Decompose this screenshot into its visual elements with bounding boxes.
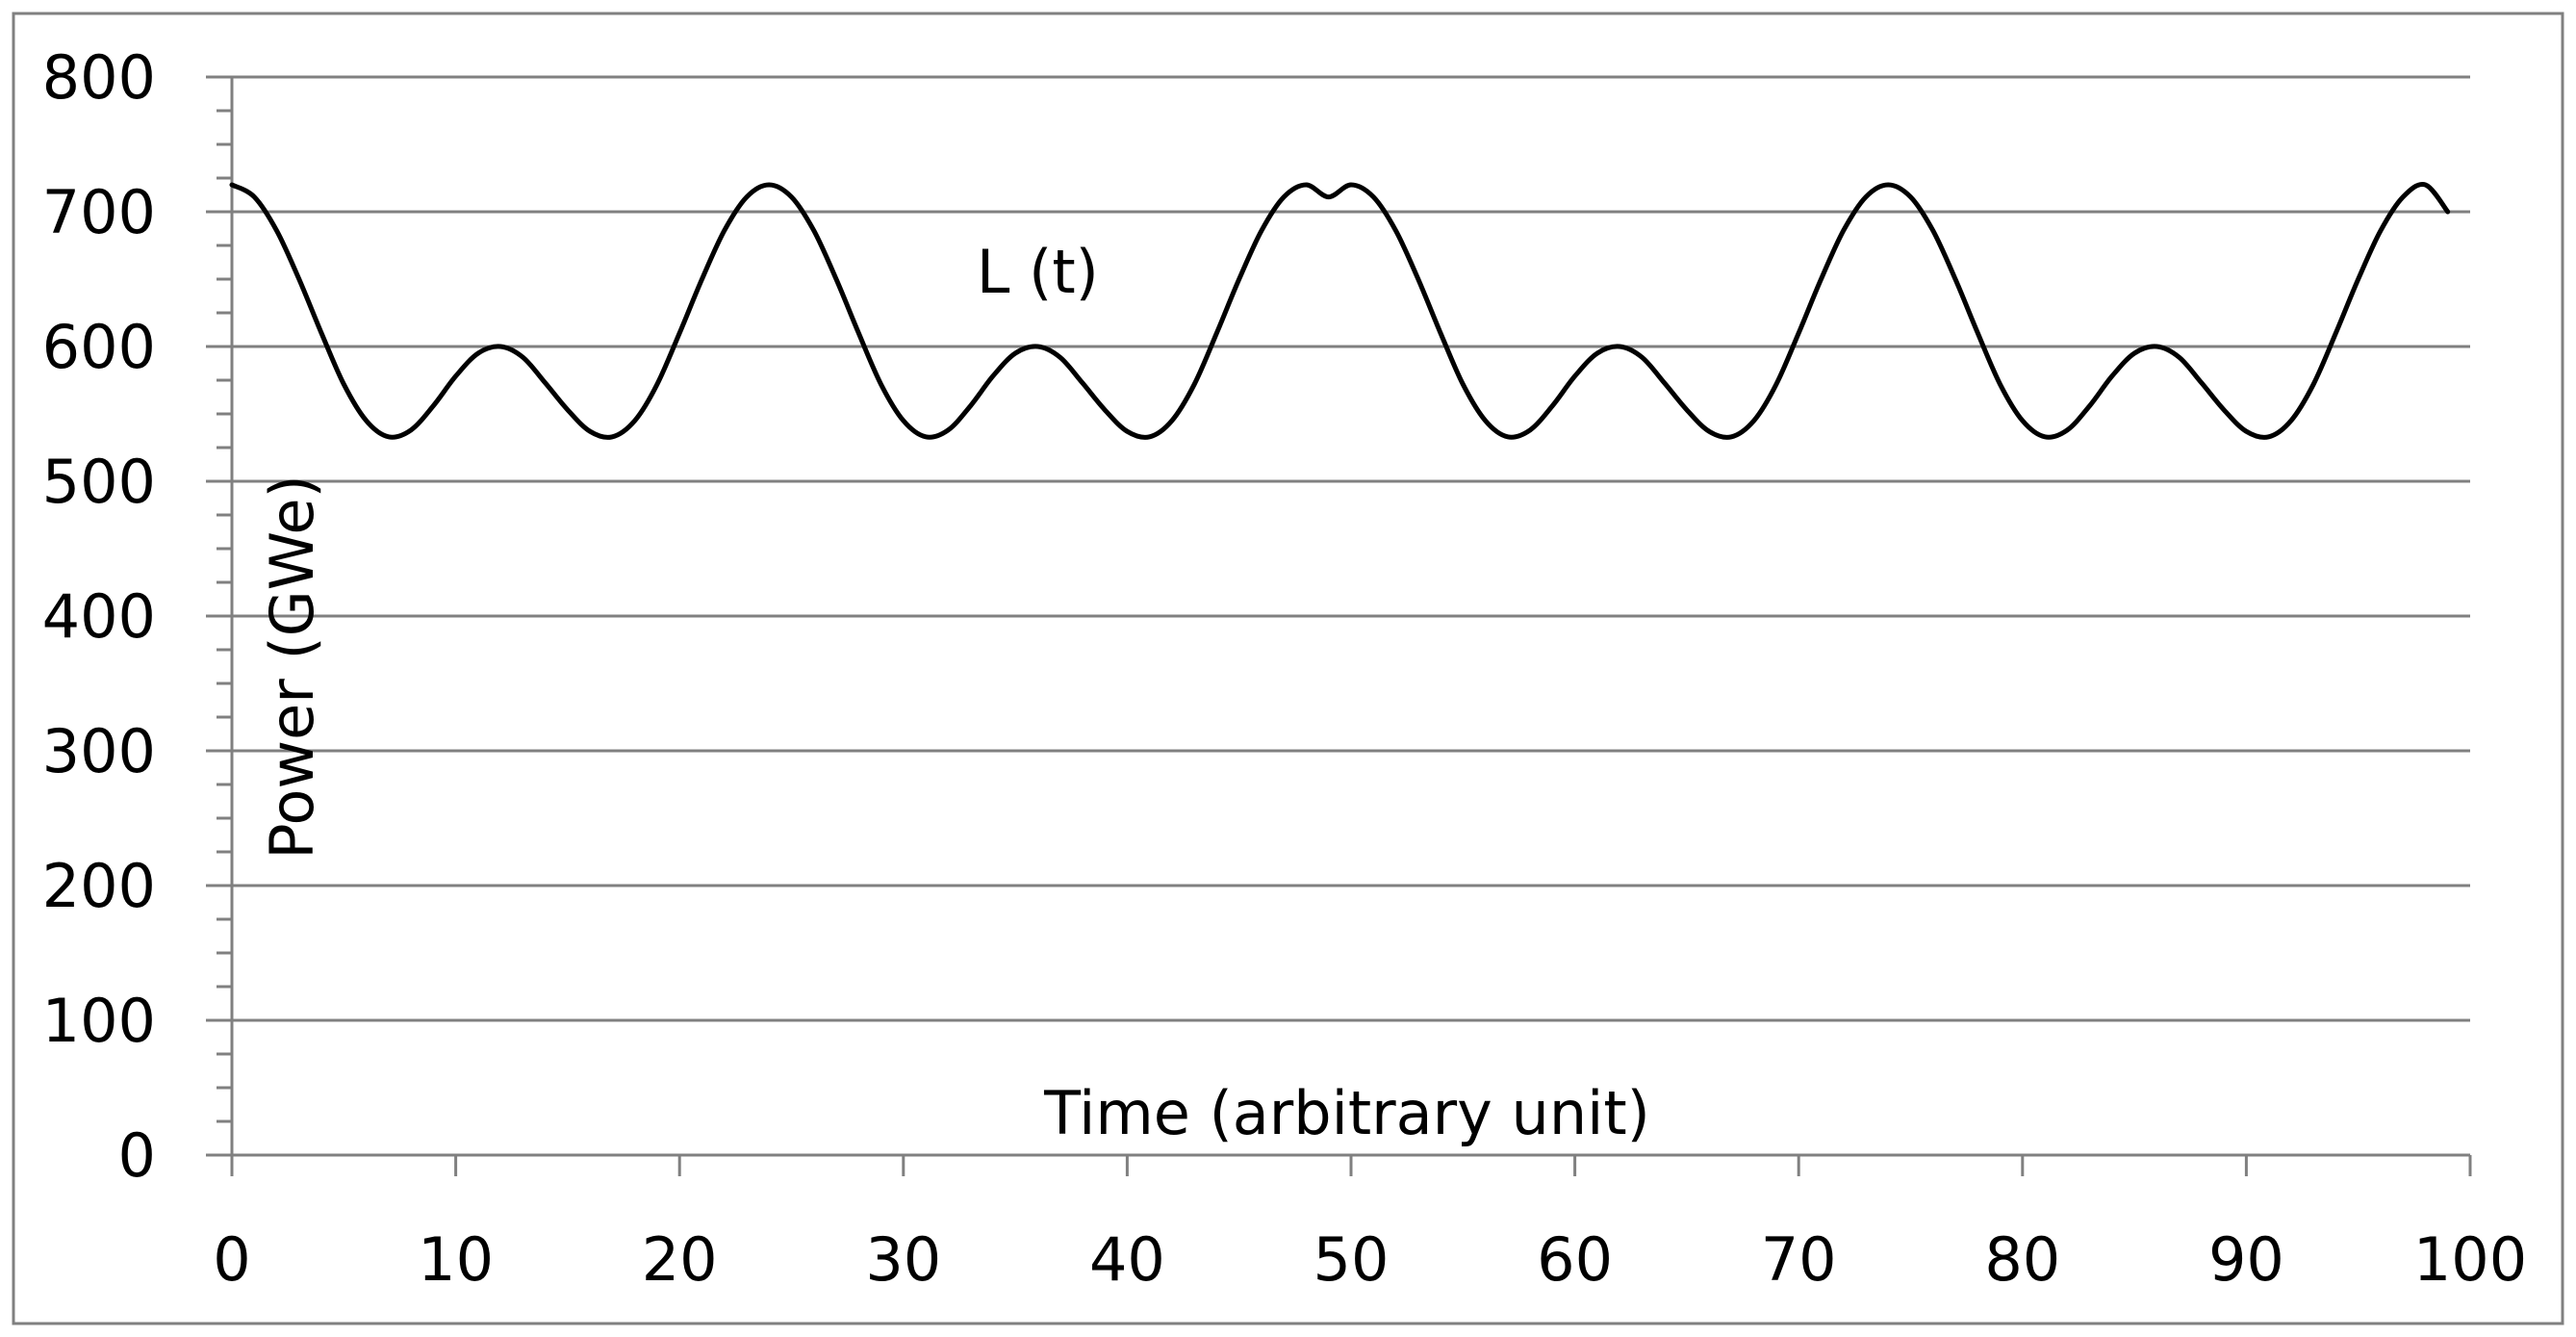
y-tick-label-700: 700 — [42, 177, 156, 247]
y-tick-label-100: 100 — [42, 986, 156, 1056]
x-tick-label-30: 30 — [865, 1224, 941, 1295]
series-label: L (t) — [977, 237, 1099, 307]
gridlines — [206, 75, 2470, 1022]
x-tick-label-10: 10 — [418, 1224, 494, 1295]
series-line-L-t — [229, 181, 2451, 440]
x-axis-title: Time (arbitrary unit) — [1043, 1078, 1650, 1148]
x-tick-label-100: 100 — [2413, 1224, 2527, 1295]
y-tick-label-300: 300 — [42, 716, 156, 786]
x-tick-label-70: 70 — [1761, 1224, 1837, 1295]
x-tick-label-50: 50 — [1314, 1224, 1390, 1295]
y-tick-label-0: 0 — [118, 1120, 156, 1191]
y-tick-labels: 0 100 200 300 400 500 600 700 800 — [42, 42, 156, 1191]
y-tick-label-600: 600 — [42, 312, 156, 382]
y-tick-label-200: 200 — [42, 851, 156, 921]
x-tick-label-20: 20 — [642, 1224, 718, 1295]
axes — [206, 75, 2472, 1176]
x-tick-label-40: 40 — [1089, 1224, 1165, 1295]
x-tick-labels: 0 10 20 30 40 50 60 70 80 90 100 — [213, 1224, 2527, 1295]
y-tick-label-500: 500 — [42, 447, 156, 517]
x-tick-label-80: 80 — [1984, 1224, 2060, 1295]
x-tick-label-90: 90 — [2208, 1224, 2284, 1295]
y-axis-title: Power (GWe) — [257, 475, 327, 859]
x-tick-label-60: 60 — [1537, 1224, 1613, 1295]
y-tick-label-800: 800 — [42, 42, 156, 113]
y-tick-label-400: 400 — [42, 581, 156, 652]
x-tick-label-0: 0 — [213, 1224, 250, 1295]
chart-frame — [12, 12, 2564, 1325]
